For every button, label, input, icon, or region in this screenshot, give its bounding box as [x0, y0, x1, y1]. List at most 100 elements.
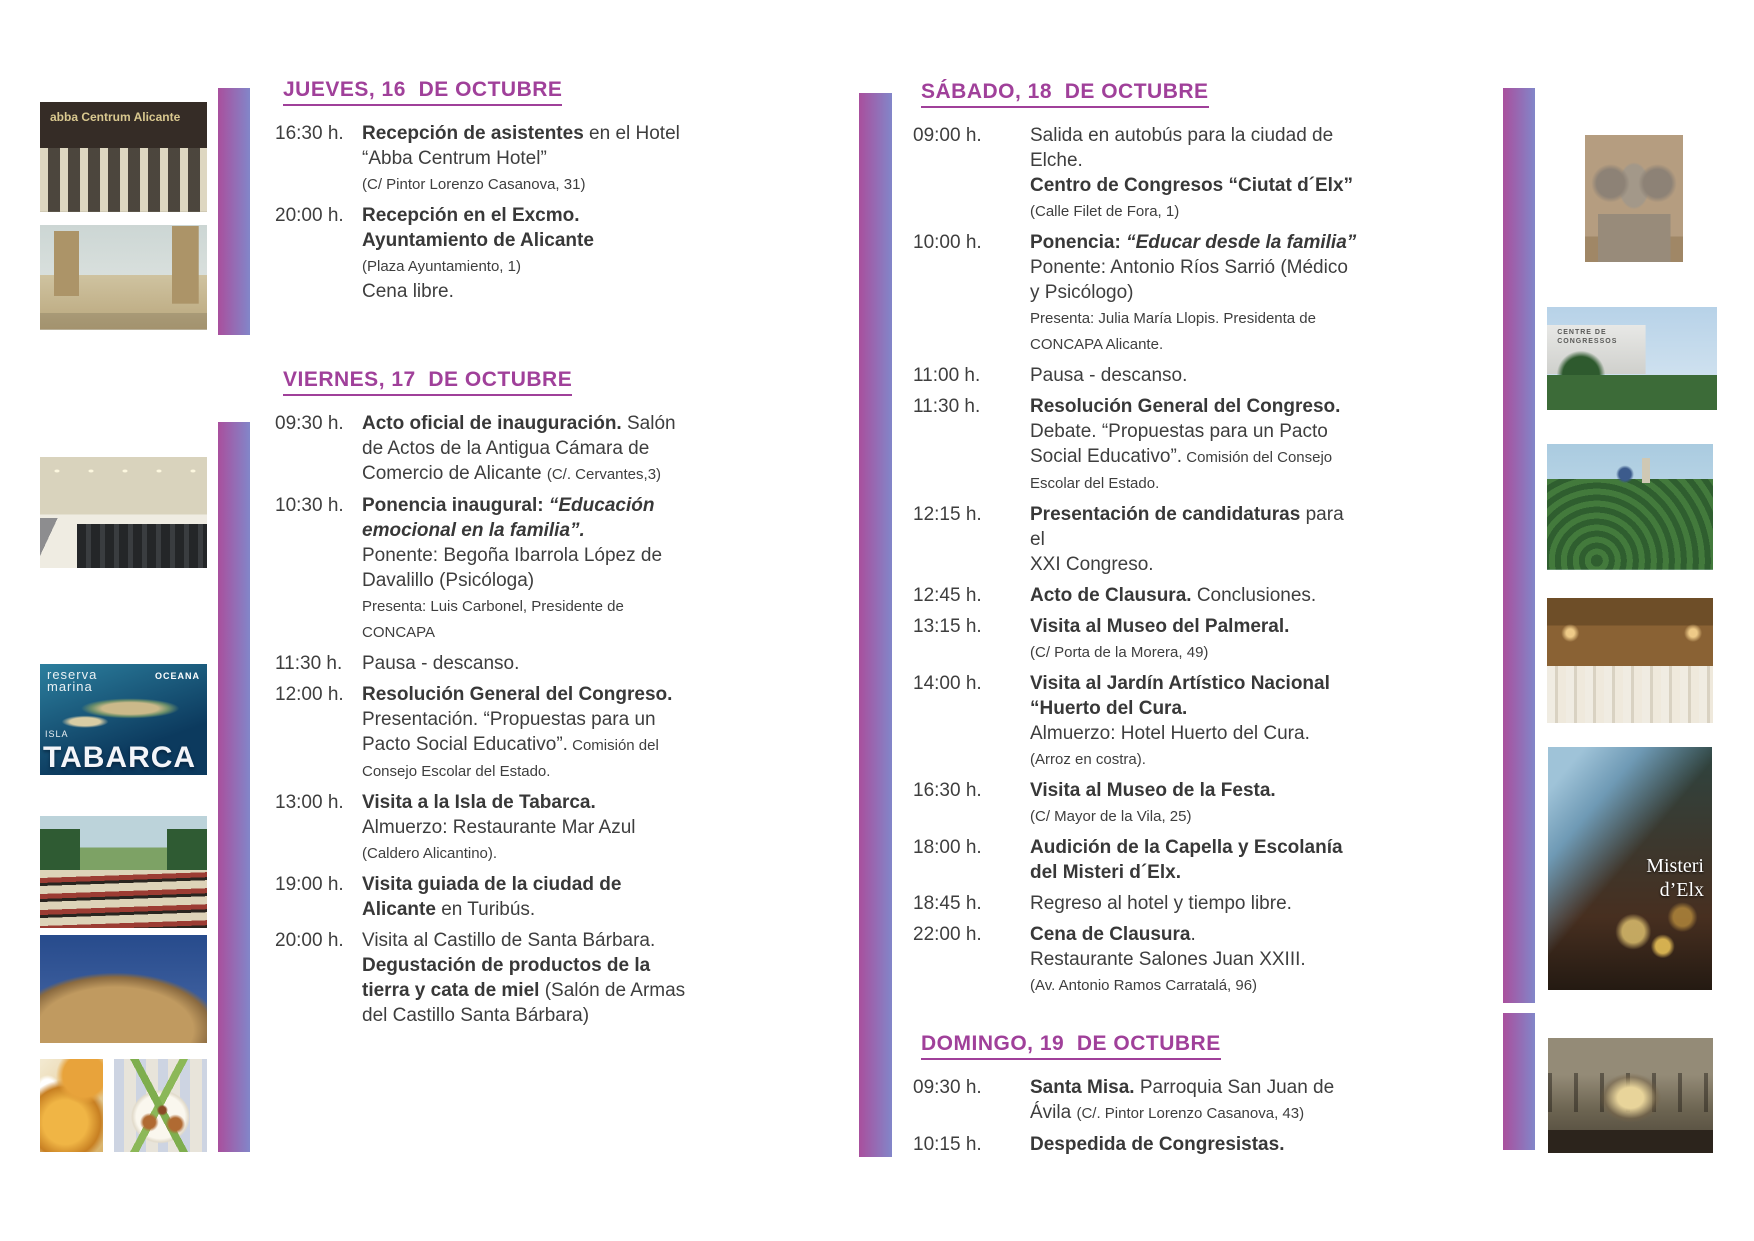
event-line: Despedida de Congresistas. — [1030, 1132, 1360, 1157]
accent-bar-right-bottom — [1503, 1013, 1535, 1150]
text-segment: Escolar del Estado. — [1030, 475, 1160, 492]
text-segment: Despedida de Congresistas. — [1030, 1134, 1285, 1155]
schedule-event: 10:30 h. Ponencia inaugural: “Educación em… — [275, 493, 770, 645]
text-segment: Resolución General del Congreso. — [1030, 396, 1341, 417]
event-line: CONCAPA — [362, 619, 770, 645]
event-line: de Actos de la Antigua Cámara de — [362, 436, 770, 461]
accent-bar-right-top — [1503, 88, 1535, 1003]
day-section: SÁBADO, 18 DE OCTUBRE 09:00 h. Salida en a… — [913, 80, 1360, 998]
text-segment: Recepción en el Excmo. — [362, 205, 580, 226]
event-line: Visita al Museo de la Festa. — [1030, 778, 1360, 803]
event-line: del Misteri d´Elx. — [1030, 860, 1360, 885]
day-header: DOMINGO, 19 DE OCTUBRE — [921, 1032, 1360, 1060]
event-line: Almuerzo: Hotel Huerto del Cura. — [1030, 721, 1360, 746]
event-time: 09:30 h. — [913, 1077, 982, 1098]
day-header: JUEVES, 16 DE OCTUBRE — [283, 78, 770, 106]
text-segment: Presentación de candidaturas — [1030, 504, 1301, 525]
text-segment: emocional en la familia”. — [362, 520, 585, 541]
text-segment: (C/. Pintor Lorenzo Casanova, 43) — [1076, 1105, 1305, 1122]
photo-escolania-choir — [1547, 598, 1713, 723]
day-header-text: JUEVES, 16 DE OCTUBRE — [283, 78, 563, 106]
text-segment: Resolución General del Congreso. — [362, 684, 673, 705]
event-line: Pacto Social Educativo”. Comisión del — [362, 732, 770, 758]
event-description: Pausa - descanso. — [1030, 363, 1360, 388]
photo-dama-de-elche — [1585, 135, 1683, 262]
event-description: Presentación de candidaturas para el XXI … — [1030, 502, 1360, 577]
schedule-event: 14:00 h. Visita al Jardín Artístico Nacio… — [913, 671, 1360, 772]
day-section: JUEVES, 16 DE OCTUBRE 16:30 h. Recepción d… — [275, 78, 770, 304]
event-description: Ponencia inaugural: “Educación emocional … — [362, 493, 770, 645]
text-segment: Comercio de Alicante — [362, 463, 547, 484]
event-line: (Av. Antonio Ramos Carratalá, 96) — [1030, 972, 1360, 998]
schedule-event: 20:00 h. Visita al Castillo de Santa Bárb… — [275, 928, 770, 1028]
event-line: del Castillo Santa Bárbara) — [362, 1003, 770, 1028]
event-time: 20:00 h. — [275, 930, 344, 951]
event-line: (Caldero Alicantino). — [362, 840, 770, 866]
photo-abba-centrum-hotel: abba Centrum Alicante — [40, 102, 207, 212]
schedule-event: 22:00 h. Cena de Clausura. Restaurante Sal… — [913, 922, 1360, 998]
schedule-event: 10:00 h. Ponencia: “Educar desde la famil… — [913, 230, 1360, 357]
event-time: 09:00 h. — [913, 125, 982, 146]
text-segment: Comisión del Consejo — [1182, 449, 1333, 466]
event-time: 10:15 h. — [913, 1134, 982, 1155]
schedule-column-left: JUEVES, 16 DE OCTUBRE 16:30 h. Recepción d… — [275, 78, 770, 1034]
event-description: Visita guiada de la ciudad de Alicante en… — [362, 872, 770, 922]
event-line: XXI Congreso. — [1030, 552, 1360, 577]
schedule-event: 11:00 h. Pausa - descanso. — [913, 363, 1360, 388]
event-time: 20:00 h. — [275, 205, 344, 226]
accent-bar-left-bottom — [218, 422, 250, 1152]
photo-local-products-plate — [114, 1059, 207, 1152]
event-description: Audición de la Capella y Escolanía del Mi… — [1030, 835, 1360, 885]
text-segment: Pacto Social Educativo”. — [362, 734, 568, 755]
photo-palmeral-elche — [1547, 444, 1713, 570]
event-line: Escolar del Estado. — [1030, 470, 1360, 496]
day-header-text: VIERNES, 17 DE OCTUBRE — [283, 368, 573, 396]
event-time: 19:00 h. — [275, 874, 344, 895]
photo-explanada-promenade — [40, 816, 207, 928]
event-line: Centro de Congresos “Ciutat d´Elx” — [1030, 173, 1360, 198]
schedule-event: 12:00 h. Resolución General del Congreso.… — [275, 682, 770, 784]
event-description: Regreso al hotel y tiempo libre. — [1030, 891, 1360, 916]
event-line: Ponente: Begoña Ibarrola López de — [362, 543, 770, 568]
event-time: 10:00 h. — [913, 232, 982, 253]
congress-building-sign-text: CENTRE DE CONGRESSOS — [1557, 328, 1618, 345]
text-segment: (C/. Cervantes,3) — [546, 466, 662, 483]
event-line: Elche. — [1030, 148, 1360, 173]
event-description: Salida en autobús para la ciudad de Elche… — [1030, 123, 1360, 224]
event-line: Degustación de productos de la — [362, 953, 770, 978]
event-time: 16:30 h. — [275, 123, 344, 144]
event-line: Pausa - descanso. — [362, 651, 770, 676]
event-line: Davalillo (Psicóloga) — [362, 568, 770, 593]
event-line: Ayuntamiento de Alicante — [362, 228, 770, 253]
text-segment: Debate. “Propuestas para un Pacto — [1030, 421, 1328, 442]
text-segment: del Misteri d´Elx. — [1030, 862, 1181, 883]
event-description: Recepción en el Excmo. Ayuntamiento de Al… — [362, 203, 770, 304]
text-segment: CONCAPA Alicante. — [1030, 336, 1164, 353]
day-section: DOMINGO, 19 DE OCTUBRE 09:30 h. Santa Misa… — [913, 1032, 1360, 1157]
event-line: (C/ Mayor de la Vila, 25) — [1030, 803, 1360, 829]
tabarca-isla-text: ISLA — [45, 729, 69, 739]
event-line: emocional en la familia”. — [362, 518, 770, 543]
event-line: Ponencia inaugural: “Educación — [362, 493, 770, 518]
schedule-event: 16:30 h. Recepción de asistentes en el Ho… — [275, 121, 770, 197]
accent-bar-left-top — [218, 88, 250, 335]
event-description: Resolución General del Congreso. Debate. … — [1030, 394, 1360, 496]
event-line: Restaurante Salones Juan XXIII. — [1030, 947, 1360, 972]
text-segment: Davalillo (Psicóloga) — [362, 570, 535, 591]
schedule-event: 11:30 h. Resolución General del Congreso.… — [913, 394, 1360, 496]
text-segment: (C/ Mayor de la Vila, 25) — [1030, 808, 1192, 825]
text-segment: Social Educativo”. — [1030, 446, 1183, 467]
text-segment: CONCAPA — [362, 624, 436, 641]
event-line: y Psicólogo) — [1030, 280, 1360, 305]
text-segment: del Castillo Santa Bárbara) — [362, 1005, 590, 1026]
day-header-text: SÁBADO, 18 DE OCTUBRE — [921, 80, 1209, 108]
text-segment: Recepción de asistentes — [362, 123, 584, 144]
text-segment: (Salón de Armas — [539, 980, 686, 1001]
event-time: 13:15 h. — [913, 616, 982, 637]
text-segment: . — [1190, 924, 1196, 945]
text-segment: “Educar desde la familia” — [1126, 232, 1357, 253]
event-line: (C/ Porta de la Morera, 49) — [1030, 639, 1360, 665]
event-line: Almuerzo: Restaurante Mar Azul — [362, 815, 770, 840]
hotel-sign-text: abba Centrum Alicante — [50, 110, 181, 124]
event-time: 10:30 h. — [275, 495, 344, 516]
